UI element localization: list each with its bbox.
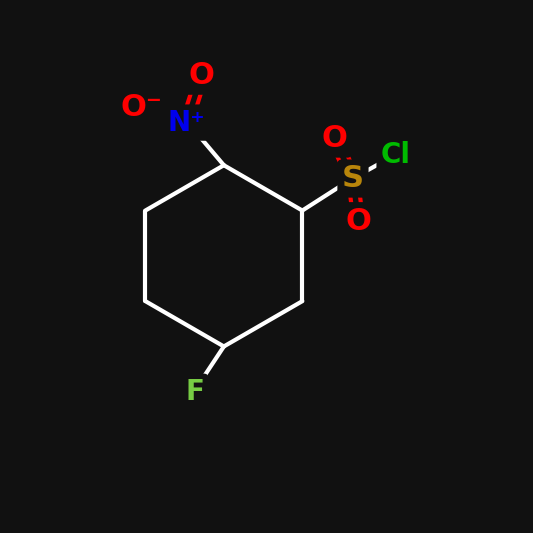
Text: S: S [342,164,364,193]
Text: O: O [345,207,371,236]
Text: O⁻: O⁻ [120,93,162,122]
Text: Cl: Cl [381,141,410,168]
Text: O: O [189,61,214,90]
Text: F: F [185,378,204,406]
Text: N⁺: N⁺ [168,109,205,136]
Text: O: O [321,124,347,153]
